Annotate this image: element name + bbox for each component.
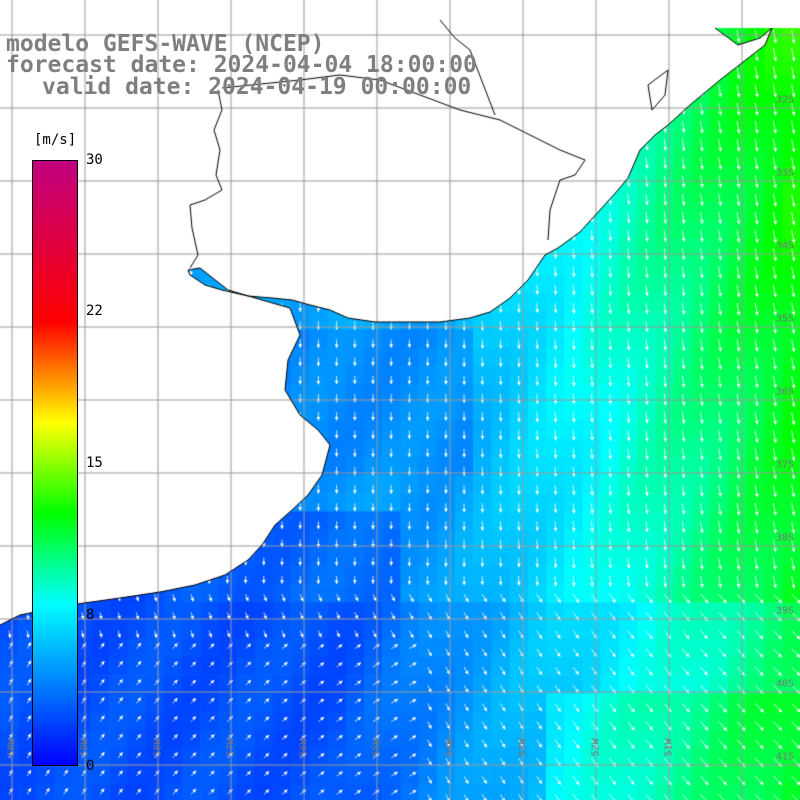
longitude-label: 60W bbox=[6, 738, 18, 757]
latitude-label: 32S bbox=[775, 94, 794, 106]
longitude-label: 53W bbox=[517, 738, 529, 757]
longitude-label: 52W bbox=[590, 738, 602, 757]
latitude-label: 38S bbox=[775, 532, 794, 544]
colorbar-tick-label: 0 bbox=[86, 758, 95, 774]
colorbar-tick-label: 15 bbox=[86, 455, 103, 471]
colorbar-tick-label: 8 bbox=[86, 607, 95, 623]
colorbar bbox=[32, 160, 78, 766]
model-title: modelo GEFS-WAVE (NCEP) bbox=[6, 31, 325, 57]
colorbar-tick-label: 30 bbox=[86, 152, 103, 168]
longitude-label: 51W bbox=[663, 738, 675, 757]
latitude-label: 33S bbox=[775, 167, 794, 179]
colorbar-tick-label: 22 bbox=[86, 303, 103, 319]
latitude-label: 35S bbox=[775, 313, 794, 325]
longitude-label: 59W bbox=[79, 738, 91, 757]
latitude-label: 37S bbox=[775, 459, 794, 471]
longitude-label: 54W bbox=[444, 738, 456, 757]
longitude-label: 56W bbox=[298, 738, 310, 757]
latitude-label: 40S bbox=[775, 678, 794, 690]
longitude-label: 55W bbox=[371, 738, 383, 757]
forecast-date: forecast date: 2024-04-04 18:00:00 bbox=[6, 52, 477, 78]
colorbar-unit: [m/s] bbox=[34, 132, 77, 148]
latitude-label: 39S bbox=[775, 605, 794, 617]
valid-date: valid date: 2024-04-19 00:00:00 bbox=[42, 74, 472, 100]
latitude-label: 36S bbox=[775, 386, 794, 398]
longitude-label: 57W bbox=[225, 738, 237, 757]
latitude-label: 34S bbox=[775, 240, 794, 252]
longitude-label: 58W bbox=[152, 738, 164, 757]
latitude-label: 41S bbox=[775, 751, 794, 763]
